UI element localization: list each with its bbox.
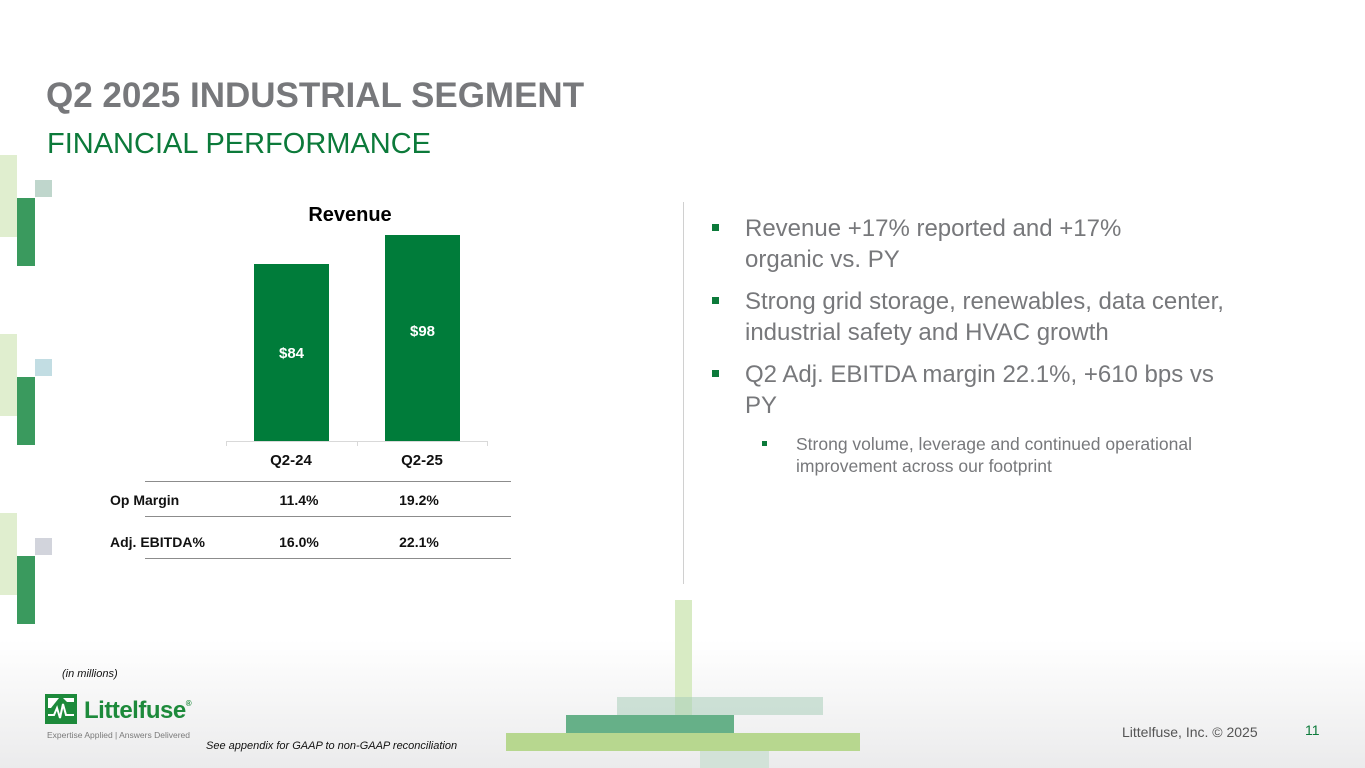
page-number: 11 (1305, 722, 1320, 738)
sub-bullet-item: Strong volume, leverage and continued op… (762, 433, 1232, 477)
logo-name: Littelfuse (84, 697, 186, 724)
deco-vertical-bar (675, 600, 692, 715)
section-divider (683, 202, 684, 584)
x-axis-tick (487, 441, 488, 446)
page-subtitle: FINANCIAL PERFORMANCE (47, 128, 432, 160)
x-category-label: Q2-24 (270, 452, 312, 469)
bar-q2-24: $84 (254, 264, 329, 441)
row-label-op-margin: Op Margin (110, 492, 180, 508)
deco-dark-bar (566, 715, 734, 733)
bullet-item: Strong grid storage, renewables, data ce… (712, 286, 1232, 348)
littelfuse-logo (45, 694, 77, 724)
table-rule-mid (145, 516, 511, 517)
deco-dark-block-1 (17, 198, 35, 266)
cell-adj-ebitda-q2-24: 16.0% (279, 534, 319, 550)
deco-square-3 (35, 538, 52, 555)
table-rule-bottom (145, 558, 511, 559)
deco-dark-block-3 (17, 556, 35, 624)
bullet-text: Strong grid storage, renewables, data ce… (745, 288, 1224, 346)
bullet-square-icon (712, 224, 719, 231)
cell-adj-ebitda-q2-25: 22.1% (399, 534, 439, 550)
copyright: Littelfuse, Inc. © 2025 (1122, 724, 1258, 740)
bullet-square-icon (712, 370, 719, 377)
littelfuse-logo-icon (45, 694, 77, 724)
bullet-text: Revenue +17% reported and +17% organic v… (745, 215, 1122, 273)
bar-value-label: $98 (409, 323, 436, 340)
table-rule-top (145, 481, 511, 482)
appendix-note: See appendix for GAAP to non-GAAP reconc… (206, 740, 458, 752)
bullet-square-icon (712, 297, 719, 304)
units-note: (in millions) (62, 668, 118, 680)
deco-dark-block-2 (17, 377, 35, 445)
bar-q2-25: $98 (385, 235, 460, 441)
x-axis-tick (357, 441, 358, 446)
deco-light-block-2 (0, 334, 17, 416)
bullet-item: Revenue +17% reported and +17% organic v… (712, 213, 1232, 275)
deco-light-block-3 (0, 513, 17, 595)
deco-long-bar (506, 733, 860, 751)
sub-bullet-square-icon (762, 441, 767, 446)
row-label-adj-ebitda: Adj. EBITDA% (110, 534, 205, 550)
cell-op-margin-q2-24: 11.4% (279, 492, 319, 508)
deco-square-2 (35, 359, 52, 376)
deco-pale-bar (617, 697, 823, 715)
sub-bullet-text: Strong volume, leverage and continued op… (796, 434, 1192, 476)
logo-wordmark: Littelfuse® (84, 697, 192, 725)
x-category-label: Q2-25 (401, 452, 443, 469)
deco-square-1 (35, 180, 52, 197)
page-title: Q2 2025 INDUSTRIAL SEGMENT (46, 76, 585, 115)
deco-light-block-1 (0, 155, 17, 237)
x-axis-tick (226, 441, 227, 446)
cell-op-margin-q2-25: 19.2% (399, 492, 439, 508)
chart-title: Revenue (308, 204, 392, 226)
logo-tagline: Expertise Applied | Answers Delivered (47, 730, 191, 740)
bullet-item: Q2 Adj. EBITDA margin 22.1%, +610 bps vs… (712, 359, 1232, 421)
bullet-text: Q2 Adj. EBITDA margin 22.1%, +610 bps vs… (745, 361, 1214, 419)
bar-value-label: $84 (278, 345, 305, 362)
deco-bottom-pale-bar (700, 751, 769, 768)
logo-registered-mark: ® (185, 699, 192, 708)
